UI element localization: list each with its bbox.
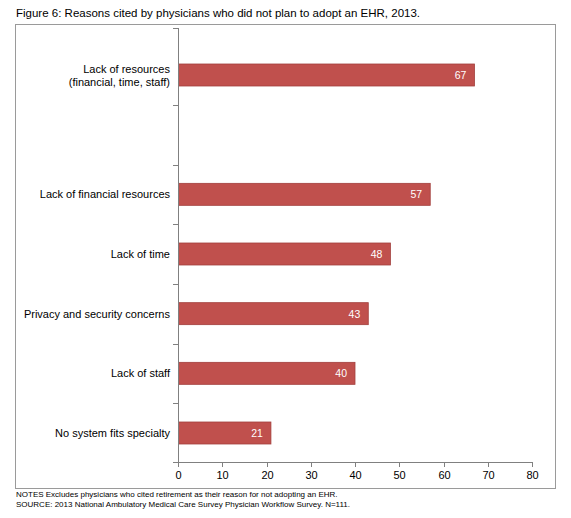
bar bbox=[178, 64, 474, 86]
x-tick bbox=[444, 462, 445, 467]
chart-frame bbox=[16, 25, 556, 489]
y-tick bbox=[173, 28, 178, 29]
category-label-line: No system fits specialty bbox=[55, 427, 170, 439]
y-tick bbox=[173, 165, 178, 166]
x-tick bbox=[311, 462, 312, 467]
x-tick-label: 50 bbox=[393, 469, 405, 481]
category-label: No system fits specialty bbox=[55, 427, 170, 439]
bar bbox=[178, 303, 368, 325]
category-label-line: Lack of resources bbox=[83, 63, 170, 75]
bar bbox=[178, 183, 430, 205]
x-tick bbox=[222, 462, 223, 467]
category-label-line: Lack of financial resources bbox=[40, 188, 171, 200]
x-tick-label: 10 bbox=[216, 469, 228, 481]
y-tick bbox=[173, 224, 178, 225]
category-label: Lack of time bbox=[111, 248, 170, 260]
chart: Figure 6: Reasons cited by physicians wh… bbox=[0, 0, 571, 518]
bar bbox=[178, 422, 271, 444]
y-tick bbox=[173, 344, 178, 345]
x-tick-label: 70 bbox=[482, 469, 494, 481]
bar bbox=[178, 243, 390, 265]
data-label: 40 bbox=[335, 367, 347, 379]
bars bbox=[178, 64, 474, 444]
y-tick bbox=[173, 284, 178, 285]
x-tick bbox=[178, 462, 179, 467]
y-axis bbox=[178, 28, 179, 462]
x-tick bbox=[488, 462, 489, 467]
x-tick-label: 30 bbox=[305, 469, 317, 481]
y-tick bbox=[173, 105, 178, 106]
y-tick bbox=[173, 462, 178, 463]
x-tick bbox=[399, 462, 400, 467]
data-labels: 67 57 48 43 40 21 bbox=[251, 69, 466, 439]
category-label: Lack of staff bbox=[111, 367, 171, 379]
category-label-line: Lack of staff bbox=[111, 367, 171, 379]
data-label: 48 bbox=[371, 248, 383, 260]
x-tick-label: 40 bbox=[349, 469, 361, 481]
title: Figure 6: Reasons cited by physicians wh… bbox=[16, 7, 420, 19]
category-label: Lack of resources(financial, time, staff… bbox=[69, 63, 171, 88]
data-label: 67 bbox=[455, 69, 467, 81]
data-label: 57 bbox=[411, 188, 423, 200]
annotation: SOURCE: 2013 National Ambulatory Medical… bbox=[16, 500, 350, 509]
category-label-line: Lack of time bbox=[111, 248, 170, 260]
y-tick bbox=[173, 403, 178, 404]
bar bbox=[178, 362, 355, 384]
category-label: Lack of financial resources bbox=[40, 188, 171, 200]
x-tick-label: 60 bbox=[438, 469, 450, 481]
annotation: NOTES Excludes physicians who cited reti… bbox=[16, 490, 338, 499]
category-label-line: Privacy and security concerns bbox=[24, 308, 171, 320]
x-tick bbox=[355, 462, 356, 467]
category-label: Privacy and security concerns bbox=[24, 308, 171, 320]
data-label: 21 bbox=[251, 427, 263, 439]
x-tick-label: 20 bbox=[261, 469, 273, 481]
x-tick bbox=[267, 462, 268, 467]
data-label: 43 bbox=[349, 308, 361, 320]
x-tick bbox=[532, 462, 533, 467]
category-label-line: (financial, time, staff) bbox=[69, 76, 170, 88]
x-tick-label: 0 bbox=[175, 469, 181, 481]
x-tick-label: 80 bbox=[526, 469, 538, 481]
